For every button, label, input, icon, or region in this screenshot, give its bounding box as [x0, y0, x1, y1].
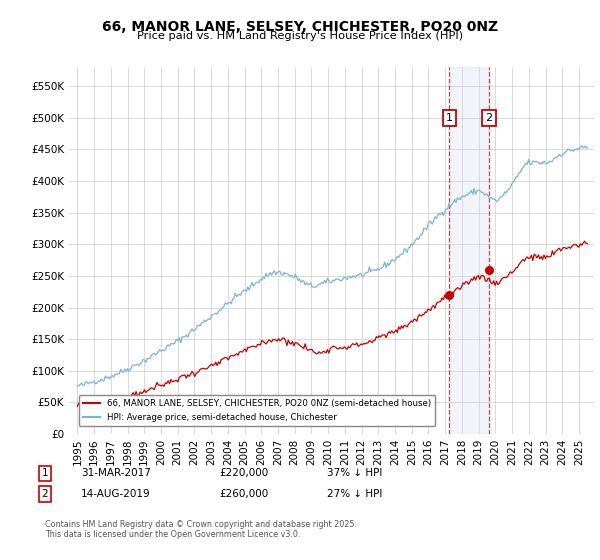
- Text: 2: 2: [41, 489, 49, 499]
- Point: [484, 265, 494, 274]
- Text: £220,000: £220,000: [219, 468, 268, 478]
- Point: [445, 291, 454, 300]
- Legend: 66, MANOR LANE, SELSEY, CHICHESTER, PO20 0NZ (semi-detached house), HPI: Average: 66, MANOR LANE, SELSEY, CHICHESTER, PO20…: [79, 395, 436, 426]
- Text: 37% ↓ HPI: 37% ↓ HPI: [327, 468, 382, 478]
- Text: Contains HM Land Registry data © Crown copyright and database right 2025.
This d: Contains HM Land Registry data © Crown c…: [45, 520, 357, 539]
- Text: 1: 1: [41, 468, 49, 478]
- Text: Price paid vs. HM Land Registry's House Price Index (HPI): Price paid vs. HM Land Registry's House …: [137, 31, 463, 41]
- Text: 31-MAR-2017: 31-MAR-2017: [81, 468, 151, 478]
- Text: 2: 2: [485, 113, 493, 123]
- Text: 1: 1: [446, 113, 453, 123]
- Text: £260,000: £260,000: [219, 489, 268, 499]
- Text: 66, MANOR LANE, SELSEY, CHICHESTER, PO20 0NZ: 66, MANOR LANE, SELSEY, CHICHESTER, PO20…: [102, 20, 498, 34]
- Bar: [449, 67, 489, 434]
- Text: 14-AUG-2019: 14-AUG-2019: [81, 489, 151, 499]
- Text: 27% ↓ HPI: 27% ↓ HPI: [327, 489, 382, 499]
